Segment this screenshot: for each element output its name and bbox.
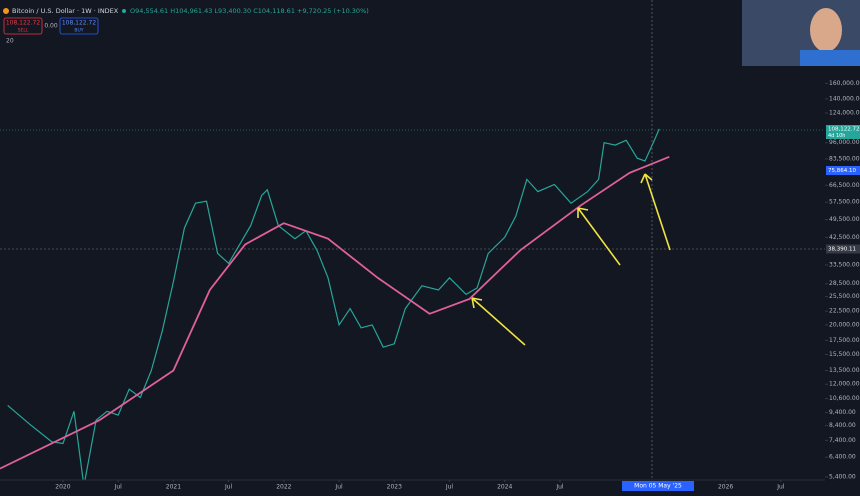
webcam-shirt [800,50,860,66]
y-tick-label: 160,000.00 [829,80,860,87]
ma-price: 75,864.10 [828,168,856,174]
sell-price[interactable]: 108,122.72 [6,20,41,27]
y-tick-label: 33,500.00 [829,261,860,268]
y-tick-label: 15,500.00 [829,351,860,358]
last-price: 108,122.72 [828,127,860,133]
buy-button[interactable] [59,17,99,35]
y-tick-label: 42,500.00 [829,234,860,241]
ohlc: O94,554.61 H104,961.43 L93,400.30 C104,1… [130,7,369,15]
y-tick-label: 83,500.00 [829,155,860,162]
y-tick-label: 13,500.00 [829,367,860,374]
y-tick-label: 25,500.00 [829,293,860,300]
y-tick-label: 124,000.00 [829,109,860,116]
y-tick-label: 9,400.00 [829,409,856,416]
status-dot [122,9,126,13]
webcam-face [810,8,842,52]
y-tick-label: 66,500.00 [829,182,860,189]
y-tick-label: 17,500.00 [829,337,860,344]
sell-button[interactable] [3,17,43,35]
countdown: 4d 10h [828,133,845,139]
y-tick-label: 12,000.00 [829,381,860,388]
y-axis: 160,000.00 140,000.00 124,000.00 96,000.00 8… [825,80,860,480]
y-tick-label: 28,500.00 [829,280,860,287]
symbol: Bitcoin / U.S. Dollar · 1W · INDEX [12,7,119,15]
y-tick-label: 20,000.00 [829,321,860,328]
x-tick-label: 2023 [387,484,402,491]
cursor-date: Mon 05 May '25 [634,483,682,490]
x-tick-label: 2022 [276,484,291,491]
y-tick-label: 8,400.00 [829,422,856,429]
spread: 0.00 [44,23,58,30]
annotation-arrows [471,173,671,346]
x-tick-label: Jul [224,484,233,491]
price-line [7,128,660,487]
y-tick-label: 140,000.00 [829,95,860,102]
y-tick-label: 7,400.00 [829,437,856,444]
btc-icon [3,8,9,14]
moving-average [0,155,670,470]
ma-tag [826,166,860,175]
buy-label[interactable]: BUY [74,28,83,34]
x-tick-label: Jul [445,484,454,491]
plot [0,128,670,487]
x-tick-label: Jul [114,484,123,491]
y-tick-label: 10,600.00 [829,395,860,402]
y-tick-label: 22,500.00 [829,308,860,315]
x-tick-label: 2026 [718,484,733,491]
last-price-tag [826,125,860,139]
price-axis [825,0,860,480]
x-tick-label: 2024 [497,484,512,491]
y-tick-label: 6,400.00 [829,454,856,461]
y-tick-label: 49,500.00 [829,216,860,223]
buy-price[interactable]: 108,122.72 [62,20,97,27]
y-tick-label: 5,400.00 [829,473,856,480]
x-tick-label: 2021 [166,484,181,491]
cursor-date-tag [622,481,694,491]
x-tick-label: Jul [334,484,343,491]
cursor-tag [826,244,860,254]
y-tick-label: 57,500.00 [829,199,860,206]
sell-label[interactable]: SELL [18,28,29,34]
cursor-price: 38,390.11 [828,247,856,253]
x-axis: 2020 Jul 2021 Jul 2022 Jul 2023 Jul 2024 Jul 2026 J… [55,480,785,491]
y-tick-label: 96,000.00 [829,139,860,146]
x-tick-label: Jul [555,484,564,491]
indicator-label: 20 [6,38,14,45]
x-tick-label: 2020 [55,484,70,491]
x-tick-label: Jul [776,484,785,491]
